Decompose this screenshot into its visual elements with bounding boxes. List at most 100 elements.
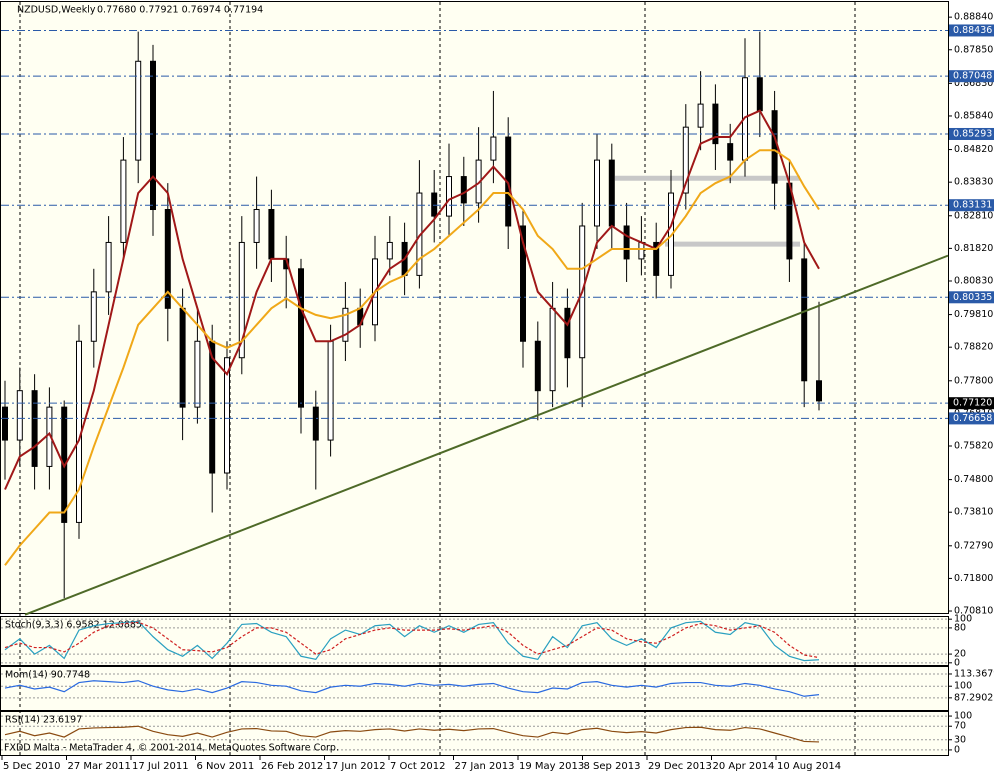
y-tick-label: 30 [954,734,966,745]
level-label: 0.85293 [953,128,992,139]
y-tick-label: 0.72790 [954,540,993,551]
level-label: 0.77120 [953,398,992,409]
candle-body [460,176,467,204]
indicator-line [4,680,820,697]
candle-body [520,225,526,342]
y-tick-label: 0.80830 [954,275,993,286]
y-tick-label: 100 [954,711,972,722]
mom-panel [0,666,949,711]
y-tick-label: 0.78820 [954,342,993,353]
candle-body [194,340,201,408]
y-tick-label: 0.71800 [954,573,993,584]
candle-body [164,209,171,309]
y-tick-label: 0.79810 [954,309,993,320]
candle-body [564,307,571,359]
x-tick-label: 26 Feb 2012 [261,761,323,772]
candle-body [727,143,734,161]
indicator-line [4,149,820,566]
panel-title: RSI(14) 23.6197 [5,715,82,726]
candle-body [120,159,127,243]
candle-body [327,340,334,441]
ohlc-label: 0.77680 0.77921 0.76974 0.77194 [97,5,263,16]
y-tick-label: 0.86830 [954,78,993,89]
rsi-panel [0,711,949,756]
candle-body [179,307,186,408]
x-tick-label: 19 May 2013 [519,761,584,772]
x-tick-label: 10 Aug 2014 [777,761,841,772]
level-tag [949,127,994,140]
candle-body [771,110,778,184]
trendline [24,254,949,616]
y-tick-label: 0.81820 [954,243,993,254]
y-tick-label: 0.77800 [954,375,993,386]
candle-body [268,209,275,260]
x-tick-label: 20 Apr 2014 [713,761,775,772]
chart-title: NZDUSD,Weekly [17,5,96,16]
candle-body [135,60,142,161]
candle-body [594,159,600,227]
candle-body [298,268,304,408]
candle-body [446,176,452,217]
candle-body [150,60,156,211]
y-tick-label: 0.85840 [954,110,993,121]
y-tick-label: 20 [954,649,966,660]
candle-body [342,307,349,342]
candle-body [16,390,23,441]
y-tick-label: 0.82810 [954,210,993,221]
x-tick-label: 5 Dec 2010 [3,761,61,772]
level-tag [949,397,994,410]
indicator-line [4,725,820,743]
candle-body [712,103,719,145]
candle-body [90,291,97,342]
y-tick-label: 100 [954,681,972,692]
level-tag [949,291,994,304]
candle-body [386,241,393,260]
candle-body [816,380,822,402]
candle-body [608,159,615,227]
level-tag [949,70,994,83]
candle-body [105,241,112,293]
candle-body [534,340,541,392]
x-tick-label: 17 Jun 2012 [326,761,386,772]
candle-body [224,357,230,474]
candle-body [431,192,438,217]
y-tick-label: 100 [954,614,972,625]
candle-body [638,241,645,260]
panel-title: Mom(14) 90.7748 [5,670,90,681]
y-tick-label: 80 [954,622,966,633]
y-tick-label: 0.70810 [954,606,993,617]
panel-title: Stoch(9,3,3) 6.9582 12.0885 [5,620,142,631]
candle-body [653,241,660,276]
level-label: 0.76658 [953,413,992,424]
x-tick-label: 6 Nov 2011 [197,761,255,772]
y-tick-label: 0 [954,657,960,668]
x-tick-label: 27 Jan 2013 [455,761,515,772]
level-label: 0.87048 [953,71,992,82]
level-tag [949,412,994,425]
y-tick-label: 0.73810 [954,507,993,518]
y-tick-label: 87.2902 [954,692,993,703]
footer: FXDD Malta - MetaTrader 4, © 2001-2014, … [4,743,339,754]
level-tag [949,199,994,212]
candle-body [253,209,260,243]
y-tick-label: 0.87850 [954,44,993,55]
x-tick-label: 17 Jul 2011 [132,761,189,772]
candle-body [312,406,319,441]
y-tick-label: 0.75820 [954,441,993,452]
candle-body [697,103,704,128]
main-panel [0,1,949,614]
x-tick-label: 7 Oct 2012 [390,761,445,772]
candle-body [31,390,38,467]
y-tick-label: 0.74800 [954,474,993,485]
y-tick-label: 0.88840 [954,12,993,23]
level-label: 0.80335 [953,292,992,303]
candle-body [238,241,245,359]
y-tick-label: 0 [954,744,960,755]
level-tag [949,24,994,37]
indicator-line [4,620,820,662]
y-tick-label: 113.3679 [954,668,994,679]
candle-body [756,77,763,112]
candle-body [786,182,793,260]
